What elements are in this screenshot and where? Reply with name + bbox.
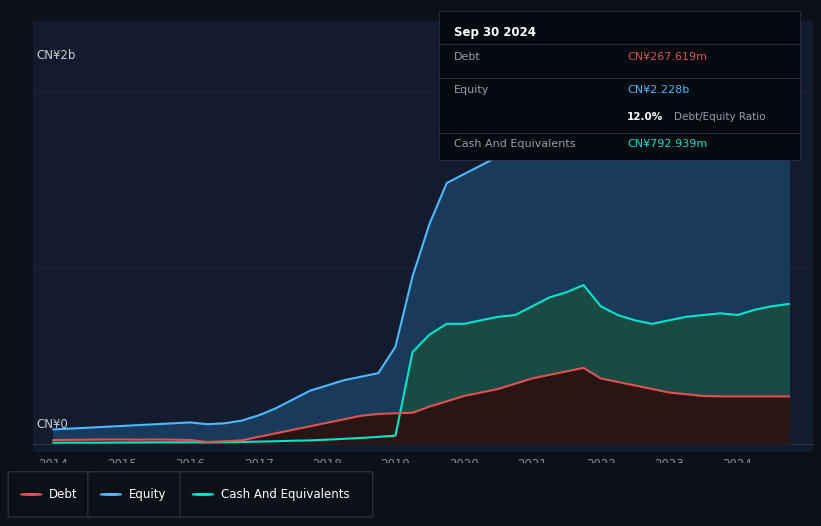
Circle shape	[192, 493, 213, 495]
Text: Debt: Debt	[454, 53, 480, 63]
Text: Debt/Equity Ratio: Debt/Equity Ratio	[674, 113, 766, 123]
Text: Debt: Debt	[49, 488, 78, 501]
FancyBboxPatch shape	[180, 472, 373, 517]
Text: CN¥0: CN¥0	[37, 418, 68, 431]
Text: CN¥792.939m: CN¥792.939m	[627, 139, 708, 149]
FancyBboxPatch shape	[88, 472, 186, 517]
Text: CN¥2b: CN¥2b	[37, 49, 76, 62]
Text: Cash And Equivalents: Cash And Equivalents	[454, 139, 576, 149]
Text: Equity: Equity	[129, 488, 167, 501]
Text: CN¥267.619m: CN¥267.619m	[627, 53, 707, 63]
Text: Equity: Equity	[454, 86, 489, 96]
FancyBboxPatch shape	[8, 472, 94, 517]
Text: Sep 30 2024: Sep 30 2024	[454, 25, 535, 38]
Text: Cash And Equivalents: Cash And Equivalents	[221, 488, 350, 501]
Circle shape	[21, 493, 42, 495]
Circle shape	[100, 493, 122, 495]
Text: CN¥2.228b: CN¥2.228b	[627, 86, 690, 96]
Text: 12.0%: 12.0%	[627, 113, 663, 123]
